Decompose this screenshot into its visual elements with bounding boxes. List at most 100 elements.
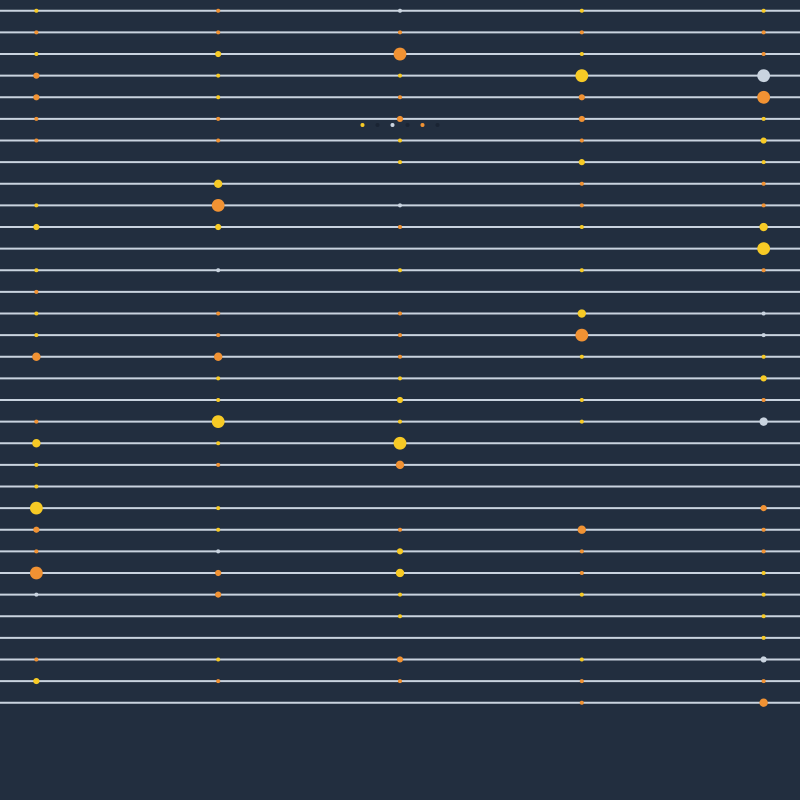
data-point xyxy=(579,398,584,402)
data-point xyxy=(398,225,402,230)
data-point xyxy=(216,549,221,554)
data-point xyxy=(579,549,584,554)
data-point xyxy=(579,419,584,424)
data-point xyxy=(398,95,402,100)
data-point xyxy=(579,592,584,597)
data-point xyxy=(215,50,222,58)
data-point xyxy=(579,181,584,186)
data-point xyxy=(216,73,221,78)
data-point xyxy=(393,436,407,450)
data-point xyxy=(760,505,767,512)
data-point xyxy=(396,115,404,123)
data-point xyxy=(398,333,402,338)
data-point xyxy=(393,47,407,61)
data-point xyxy=(757,242,771,256)
data-point xyxy=(759,698,768,707)
data-point xyxy=(760,375,767,382)
data-point xyxy=(216,462,221,467)
data-point xyxy=(215,591,222,598)
legend xyxy=(360,123,440,127)
data-point xyxy=(761,311,766,316)
data-point xyxy=(577,309,587,318)
data-point xyxy=(398,8,402,13)
data-point xyxy=(33,72,40,79)
data-point xyxy=(579,657,584,662)
data-point xyxy=(216,679,221,684)
data-point xyxy=(398,614,402,619)
data-point xyxy=(211,199,225,212)
data-point xyxy=(396,548,404,555)
data-point xyxy=(579,570,584,575)
data-point xyxy=(579,700,584,705)
data-point xyxy=(761,333,766,338)
data-point xyxy=(398,311,402,316)
data-point xyxy=(34,592,39,597)
data-point xyxy=(398,419,402,424)
data-point xyxy=(33,223,40,231)
data-point xyxy=(213,352,223,361)
data-point xyxy=(34,549,39,554)
data-point xyxy=(761,181,766,186)
data-point xyxy=(398,73,402,78)
data-point xyxy=(757,90,771,104)
data-point xyxy=(761,614,766,619)
data-point xyxy=(34,8,39,13)
data-point xyxy=(34,311,39,316)
data-point xyxy=(216,657,221,662)
data-point xyxy=(216,8,221,13)
data-point xyxy=(760,656,767,663)
data-point xyxy=(34,203,39,208)
data-point xyxy=(579,203,584,208)
data-point xyxy=(34,138,39,143)
data-point xyxy=(29,566,43,580)
legend-swatch-light xyxy=(390,123,395,127)
data-point xyxy=(579,138,584,143)
data-point xyxy=(761,268,766,273)
legend-swatch-dark xyxy=(405,123,410,127)
data-point xyxy=(213,179,223,188)
data-point xyxy=(398,376,402,381)
data-point xyxy=(579,679,584,684)
data-point xyxy=(395,460,405,470)
data-point xyxy=(34,268,39,273)
data-point xyxy=(216,116,221,121)
data-point xyxy=(34,289,39,294)
data-point xyxy=(761,116,766,121)
data-point xyxy=(216,376,221,381)
data-point xyxy=(396,396,404,404)
data-point xyxy=(761,570,766,575)
data-point xyxy=(761,354,766,359)
data-point xyxy=(34,116,39,121)
data-point xyxy=(579,8,584,13)
data-point xyxy=(761,635,766,640)
data-point xyxy=(578,94,585,101)
data-point xyxy=(216,333,221,338)
data-point xyxy=(32,439,41,448)
data-point xyxy=(761,398,766,402)
data-point xyxy=(216,311,221,316)
data-point xyxy=(34,484,39,489)
data-point xyxy=(398,268,402,273)
data-point xyxy=(759,222,768,232)
data-point xyxy=(759,417,768,426)
data-point xyxy=(761,527,766,532)
data-point xyxy=(34,333,39,338)
data-point xyxy=(211,415,225,429)
legend-swatch-dark xyxy=(375,123,380,127)
data-point xyxy=(215,223,222,231)
data-point xyxy=(761,679,766,684)
data-point xyxy=(398,30,402,35)
data-point xyxy=(761,203,766,208)
data-point xyxy=(757,69,771,83)
data-point xyxy=(761,160,766,165)
data-point xyxy=(216,30,221,35)
data-point xyxy=(216,506,221,511)
data-point xyxy=(33,677,40,685)
data-point xyxy=(761,52,766,57)
data-point xyxy=(579,52,584,57)
legend-swatch-yellow xyxy=(360,123,365,127)
data-point xyxy=(398,679,402,684)
data-point xyxy=(761,549,766,554)
